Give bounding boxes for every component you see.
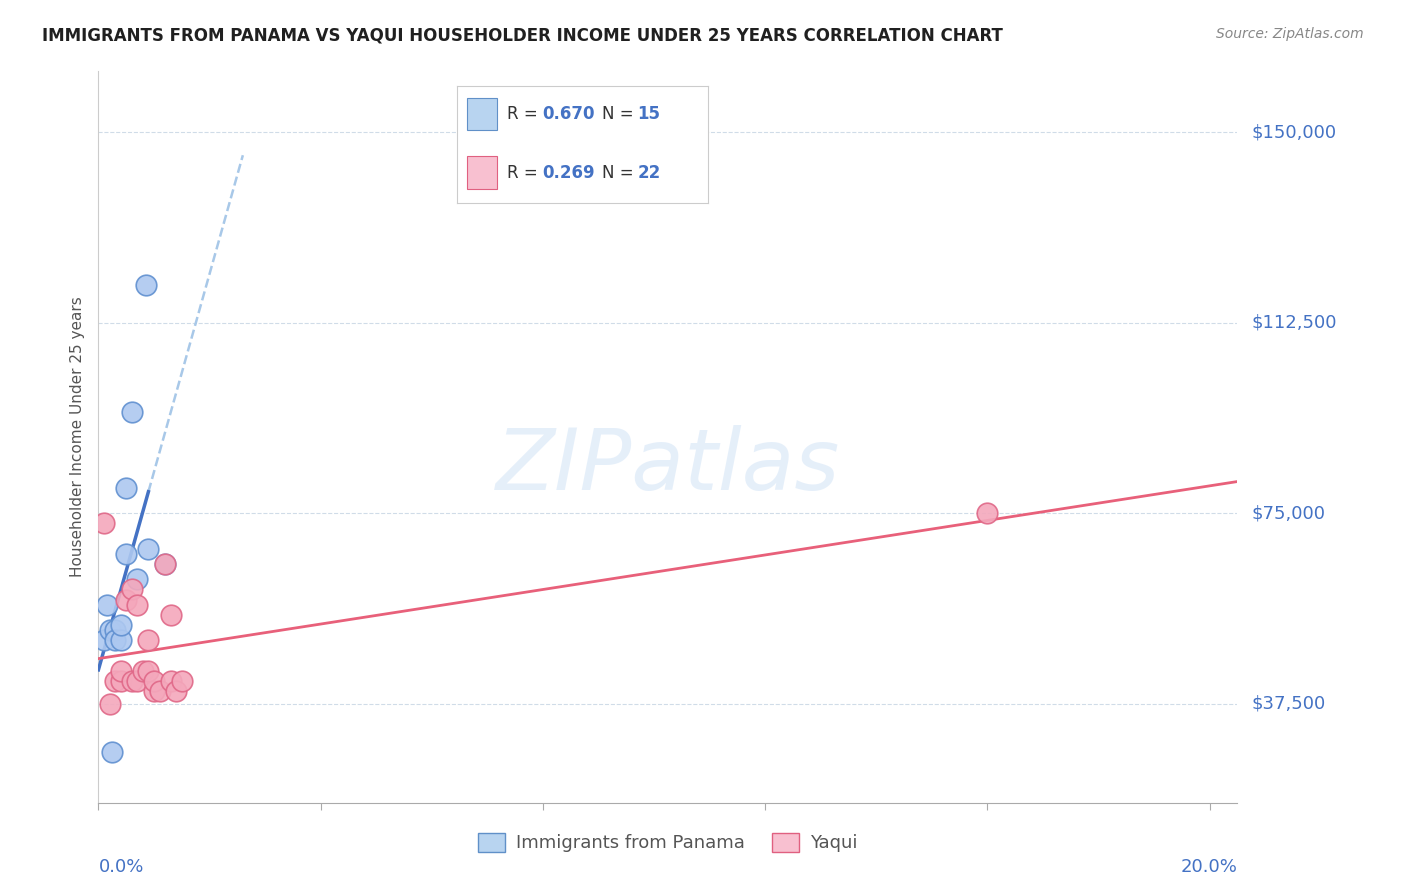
Point [98,623,121,637]
Point [127,673,149,688]
Text: 0.0%: 0.0% [98,858,143,876]
Point [110,633,132,648]
Text: ZIPatlas: ZIPatlas [496,425,839,508]
Text: 20.0%: 20.0% [1181,858,1237,876]
Point [153,557,176,571]
Text: IMMIGRANTS FROM PANAMA VS YAQUI HOUSEHOLDER INCOME UNDER 25 YEARS CORRELATION CH: IMMIGRANTS FROM PANAMA VS YAQUI HOUSEHOL… [42,27,1002,45]
Text: Source: ZipAtlas.com: Source: ZipAtlas.com [1216,27,1364,41]
Point [159,607,181,622]
Point [165,684,187,698]
Point [132,664,155,678]
Point [104,633,127,648]
Point [104,623,127,637]
Point [115,547,138,561]
Point [121,405,143,419]
Point [115,592,138,607]
Point [101,745,124,759]
Point [127,598,149,612]
Text: $150,000: $150,000 [1251,123,1336,141]
Point [110,673,132,688]
Point [93,633,115,648]
Point [143,673,166,688]
Point [93,516,115,531]
Point [148,684,170,698]
Point [104,673,127,688]
Point [121,673,143,688]
Point [127,572,149,586]
Point [143,684,166,698]
Point [153,557,176,571]
Point [115,481,138,495]
Point [121,582,143,597]
Point [159,673,181,688]
Text: $75,000: $75,000 [1251,504,1326,523]
Point [110,618,132,632]
Text: $112,500: $112,500 [1251,314,1337,332]
Point [138,541,160,556]
Point [976,506,998,520]
Point [138,664,160,678]
Point [170,673,193,688]
Legend: Immigrants from Panama, Yaqui: Immigrants from Panama, Yaqui [471,826,865,860]
Y-axis label: Householder Income Under 25 years: Householder Income Under 25 years [69,297,84,577]
Point [98,697,121,711]
Point [135,277,157,292]
Point [138,633,160,648]
Point [96,598,118,612]
Point [110,664,132,678]
Text: $37,500: $37,500 [1251,695,1326,713]
